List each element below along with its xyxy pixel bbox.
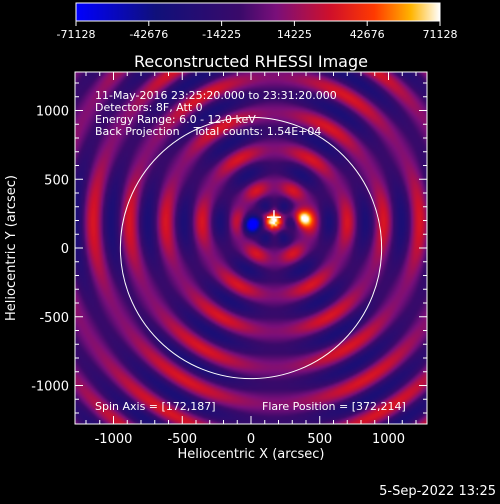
- x-tick-label: 0: [247, 432, 255, 447]
- image-area: [75, 72, 427, 424]
- colorbar-tick-label: -14225: [202, 28, 241, 41]
- colorbar-tick-label: -42676: [129, 28, 168, 41]
- annotation-detectors: Detectors: 8F, Att 0: [95, 101, 203, 114]
- y-tick-labels: -1000 -500 0 500 1000: [31, 105, 69, 395]
- y-tick-label: 500: [44, 173, 69, 188]
- annotation-method: Back Projection Total counts: 1.54E+04: [95, 125, 321, 138]
- chart-title: Reconstructed RHESSI Image: [134, 52, 368, 71]
- flare-crosshair: [266, 210, 281, 225]
- flare-position-label: Flare Position = [372,214]: [262, 400, 406, 413]
- axis-ticks: [75, 72, 427, 424]
- x-tick-label: 1000: [372, 432, 405, 447]
- colorbar-ticks: -71128 -42676 -14225 14225 42676 71128: [57, 21, 458, 41]
- colorbar: [75, 2, 441, 22]
- timestamp: 5-Sep-2022 13:25: [379, 484, 496, 499]
- colorbar-tick-label: -71128: [57, 28, 96, 41]
- colorbar-tick-label: 42676: [350, 28, 385, 41]
- y-tick-label: 0: [61, 242, 69, 257]
- y-tick-label: -500: [39, 311, 69, 326]
- x-tick-label: 500: [307, 432, 332, 447]
- y-tick-label: -1000: [31, 380, 69, 395]
- colorbar-tick-label: 71128: [423, 28, 458, 41]
- y-tick-label: 1000: [36, 105, 69, 120]
- annotation-time: 11-May-2016 23:25:20.000 to 23:31:20.000: [95, 89, 337, 102]
- x-tick-label: -1000: [95, 432, 133, 447]
- x-tick-label: -500: [167, 432, 197, 447]
- annotation-energy: Energy Range: 6.0 - 12.0 keV: [95, 113, 256, 126]
- x-tick-labels: -1000 -500 0 500 1000: [95, 432, 405, 447]
- y-axis-label: Heliocentric Y (arcsec): [4, 175, 19, 321]
- heatmap-image: [75, 72, 427, 424]
- x-axis-label: Heliocentric X (arcsec): [178, 447, 325, 462]
- spin-axis-label: Spin Axis = [172,187]: [95, 400, 216, 413]
- colorbar-tick-label: 14225: [277, 28, 312, 41]
- solar-limb-circle: [119, 116, 383, 380]
